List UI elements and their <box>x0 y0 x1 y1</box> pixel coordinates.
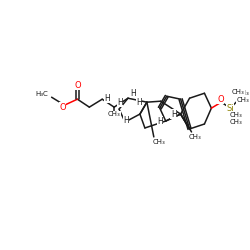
Text: CH₃: CH₃ <box>108 111 120 117</box>
Text: O: O <box>59 103 66 112</box>
Text: H: H <box>157 116 163 126</box>
Text: CH₃: CH₃ <box>230 112 242 118</box>
Text: H: H <box>104 94 110 103</box>
Text: CH₃: CH₃ <box>188 134 201 140</box>
Text: H: H <box>171 110 176 118</box>
Text: H: H <box>117 98 123 107</box>
Text: CH₃: CH₃ <box>237 97 250 103</box>
Text: O: O <box>217 95 224 104</box>
Text: H: H <box>130 89 136 98</box>
Text: CH₃: CH₃ <box>232 89 244 95</box>
Text: H: H <box>123 116 129 124</box>
Text: H: H <box>136 98 142 107</box>
Text: O: O <box>74 81 81 90</box>
Text: CH₃: CH₃ <box>152 139 165 145</box>
Text: CH₃: CH₃ <box>230 119 242 125</box>
Text: H₃C: H₃C <box>35 91 48 97</box>
Text: CH₃: CH₃ <box>237 90 250 96</box>
Text: Si: Si <box>226 104 234 113</box>
